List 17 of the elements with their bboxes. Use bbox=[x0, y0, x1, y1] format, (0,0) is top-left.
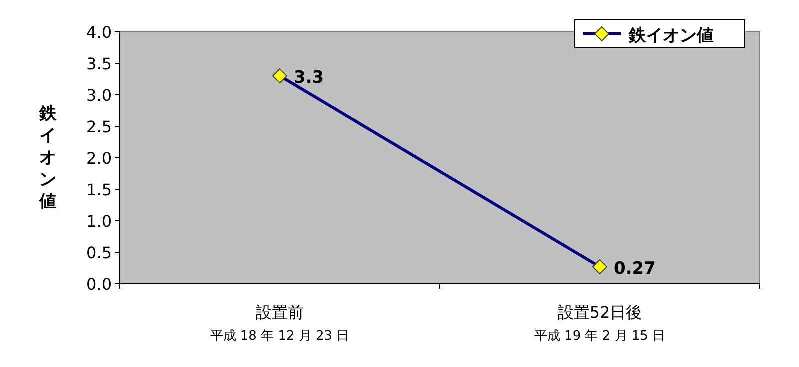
y-tick-label: 0.0 bbox=[86, 275, 112, 294]
x-tick-label: 設置52日後 bbox=[558, 303, 642, 322]
y-tick-label: 1.5 bbox=[86, 180, 112, 200]
y-tick-label: 0.5 bbox=[86, 244, 112, 262]
y-axis-title: 鉄イオン値 bbox=[38, 104, 58, 212]
y-tick-label: 3.5 bbox=[86, 54, 112, 74]
y-tick-label: 4.0 bbox=[86, 23, 112, 42]
y-tick-label: 1.0 bbox=[86, 212, 112, 231]
x-tick-label: 設置前 bbox=[256, 303, 304, 322]
text: 平成 18 年 12 月 23 日 bbox=[210, 329, 350, 344]
text: 平成 19 年 2 月 15 日 bbox=[534, 329, 666, 344]
legend-label: 鉄イオン値 bbox=[628, 26, 714, 46]
y-tick-label: 2.5 bbox=[86, 118, 112, 136]
y-tick-label: 2.0 bbox=[86, 149, 112, 168]
data-label: 3.3 bbox=[294, 68, 324, 88]
y-tick-label: 3.0 bbox=[86, 86, 112, 105]
data-label: 0.27 bbox=[614, 258, 656, 279]
